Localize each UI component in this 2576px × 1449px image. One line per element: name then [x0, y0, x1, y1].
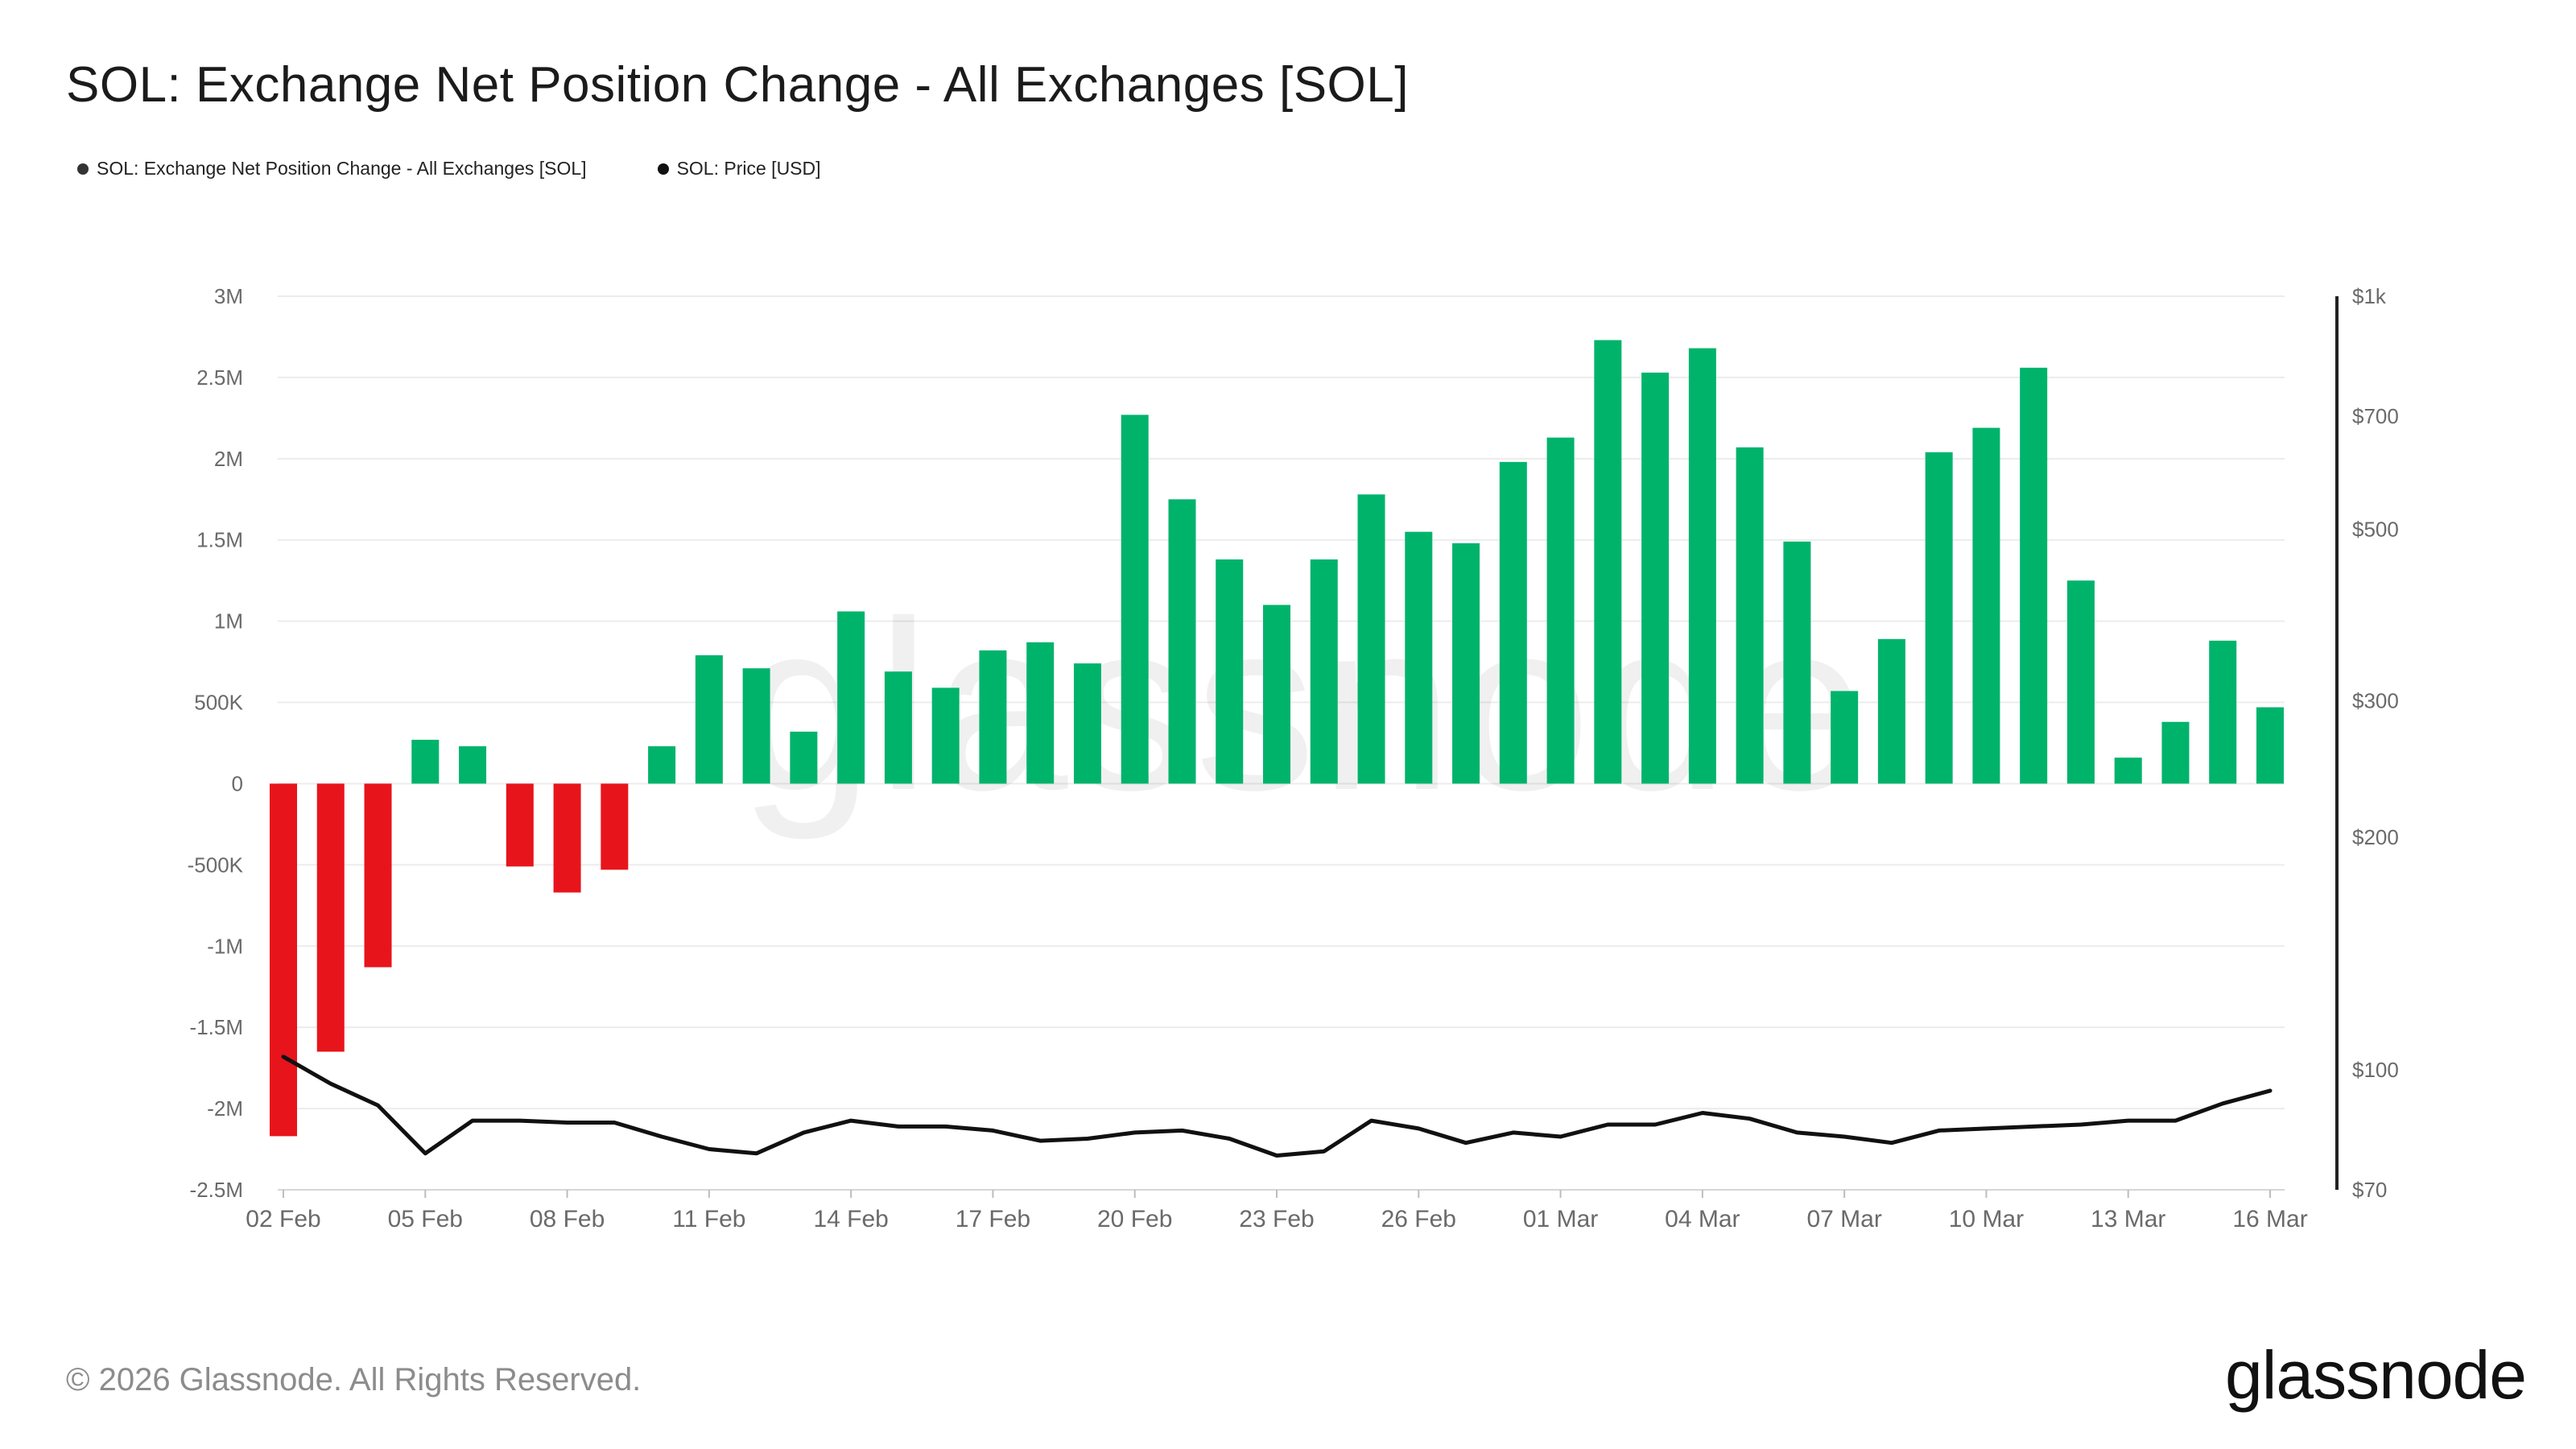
y-tick-label-left: 3M: [214, 284, 243, 308]
bar: [1073, 663, 1101, 784]
bar: [601, 783, 629, 870]
y-tick-label-right: $70: [2352, 1178, 2387, 1202]
bar: [364, 783, 392, 968]
bar: [2209, 640, 2237, 784]
legend-dot-icon: [77, 163, 89, 175]
bar: [2256, 707, 2284, 784]
y-tick-label-right: $1k: [2352, 284, 2387, 308]
bar: [270, 783, 297, 1137]
legend: SOL: Exchange Net Position Change - All …: [77, 158, 821, 180]
legend-item-price[interactable]: SOL: Price [USD]: [657, 158, 821, 180]
bar: [1688, 348, 1716, 784]
bar: [1263, 605, 1290, 784]
price-line: [281, 1055, 2273, 1158]
y-tick-label-right: $100: [2352, 1058, 2399, 1082]
bar: [695, 655, 723, 784]
x-tick-label: 17 Feb: [956, 1206, 1030, 1232]
bar: [648, 746, 676, 784]
x-tick-label: 01 Mar: [1523, 1206, 1598, 1232]
bar: [1121, 415, 1149, 784]
x-tick-label: 20 Feb: [1097, 1206, 1172, 1232]
bar: [1877, 638, 1905, 784]
x-tick-label: 02 Feb: [246, 1206, 320, 1232]
y-tick-label-left: -2M: [207, 1096, 243, 1121]
bar: [1736, 447, 1764, 784]
bar: [1357, 494, 1385, 784]
y-tick-label-left: 2.5M: [196, 365, 243, 390]
watermark: glassnode: [739, 570, 1869, 842]
y-tick-label-left: -1.5M: [190, 1015, 243, 1039]
bar: [1594, 340, 1622, 784]
y-tick-label-right: $300: [2352, 689, 2399, 713]
y-tick-label-left: -500K: [188, 852, 244, 877]
bar: [837, 611, 865, 784]
bar: [742, 668, 770, 784]
legend-label-net-position: SOL: Exchange Net Position Change - All …: [97, 158, 587, 179]
x-tick-label: 26 Feb: [1381, 1206, 1456, 1232]
x-tick-label: 23 Feb: [1239, 1206, 1314, 1232]
bar: [459, 746, 487, 784]
bar: [2020, 367, 2048, 784]
legend-item-net-position[interactable]: SOL: Exchange Net Position Change - All …: [77, 158, 587, 180]
chart-title: SOL: Exchange Net Position Change - All …: [66, 57, 1409, 113]
bar: [506, 783, 534, 867]
y-tick-label-right: $700: [2352, 404, 2399, 428]
bar: [1216, 559, 1244, 784]
y-tick-label-left: -1M: [207, 934, 243, 958]
x-tick-label: 13 Mar: [2091, 1206, 2165, 1232]
brand-logo: glassnode: [2225, 1337, 2527, 1413]
y-tick-label-left: 0: [232, 771, 243, 795]
x-tick-label: 04 Mar: [1665, 1206, 1740, 1232]
bar: [979, 650, 1007, 784]
x-tick-label: 16 Mar: [2232, 1206, 2307, 1232]
bar: [1452, 543, 1480, 784]
x-tick-label: 11 Feb: [672, 1206, 745, 1232]
y-tick-label-right: $500: [2352, 517, 2399, 541]
bar: [1925, 452, 1953, 784]
bar: [1310, 559, 1338, 784]
bar: [2114, 758, 2142, 784]
legend-dot-icon: [657, 163, 669, 175]
x-tick-label: 07 Mar: [1806, 1206, 1881, 1232]
bar: [884, 671, 912, 784]
bar: [553, 783, 581, 893]
bar: [1026, 642, 1055, 784]
bar: [1168, 499, 1196, 784]
bar: [1499, 461, 1527, 784]
copyright-notice: © 2026 Glassnode. All Rights Reserved.: [66, 1362, 642, 1397]
x-tick-label: 14 Feb: [813, 1206, 888, 1232]
bar: [931, 687, 960, 784]
y-tick-label-left: 1.5M: [196, 528, 243, 552]
legend-label-price: SOL: Price [USD]: [676, 158, 821, 179]
bar: [316, 783, 345, 1052]
bar: [1972, 427, 2000, 784]
x-tick-label: 08 Feb: [530, 1206, 605, 1232]
x-tick-label: 05 Feb: [388, 1206, 463, 1232]
y-tick-label-left: 2M: [214, 447, 243, 471]
y-tick-label-left: 1M: [214, 609, 243, 634]
x-tick-label: 10 Mar: [1949, 1206, 2024, 1232]
bar: [1783, 541, 1811, 784]
y-tick-label-right: $200: [2352, 825, 2399, 849]
y-tick-label-left: 500K: [194, 691, 243, 715]
bar: [1546, 437, 1575, 784]
bar: [2066, 580, 2095, 784]
bar: [2161, 721, 2190, 784]
y-tick-label-left: -2.5M: [190, 1178, 243, 1202]
bar: [1405, 531, 1433, 784]
bar: [790, 731, 818, 784]
bar: [1831, 691, 1859, 784]
bar: [1641, 372, 1670, 784]
bar: [411, 739, 440, 784]
